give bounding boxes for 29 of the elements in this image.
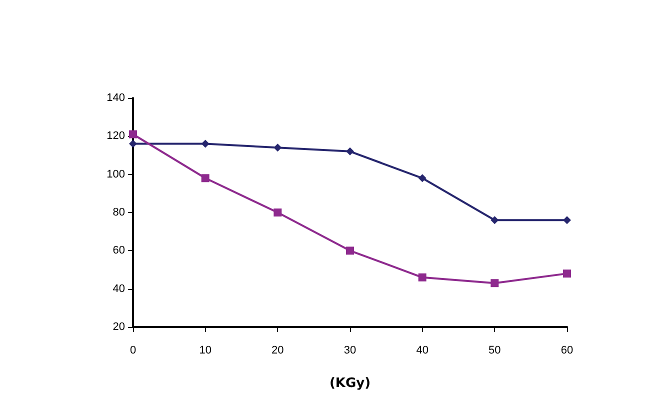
y-tick-label: 140	[106, 92, 125, 104]
point	[129, 140, 137, 148]
x-tick-label: 40	[416, 344, 428, 356]
point	[346, 246, 354, 255]
point	[274, 144, 282, 152]
y-tick-label: 60	[112, 244, 125, 257]
x-tick-label: 0	[130, 344, 136, 356]
point	[490, 216, 499, 224]
point	[274, 208, 282, 216]
x-tick-label: 10	[199, 344, 212, 356]
x-tick-label: 20	[272, 344, 284, 356]
point	[563, 216, 571, 224]
point	[490, 279, 499, 288]
x-axis-title: (KGy)	[329, 376, 371, 391]
y-tick-label: 100	[106, 168, 125, 180]
x-tick-label: 50	[488, 344, 501, 356]
point	[346, 147, 354, 156]
y-tick-label: 40	[112, 282, 125, 295]
point	[129, 130, 137, 138]
point	[418, 174, 426, 182]
point	[563, 270, 571, 278]
point	[201, 140, 210, 148]
point	[418, 273, 426, 282]
y-tick-label: 20	[112, 321, 125, 333]
y-tick-label: 120	[106, 130, 125, 142]
x-tick-label: 30	[344, 344, 356, 356]
x-tick-label: 60	[560, 344, 574, 356]
point	[201, 174, 210, 182]
y-tick-label: 80	[112, 206, 125, 218]
